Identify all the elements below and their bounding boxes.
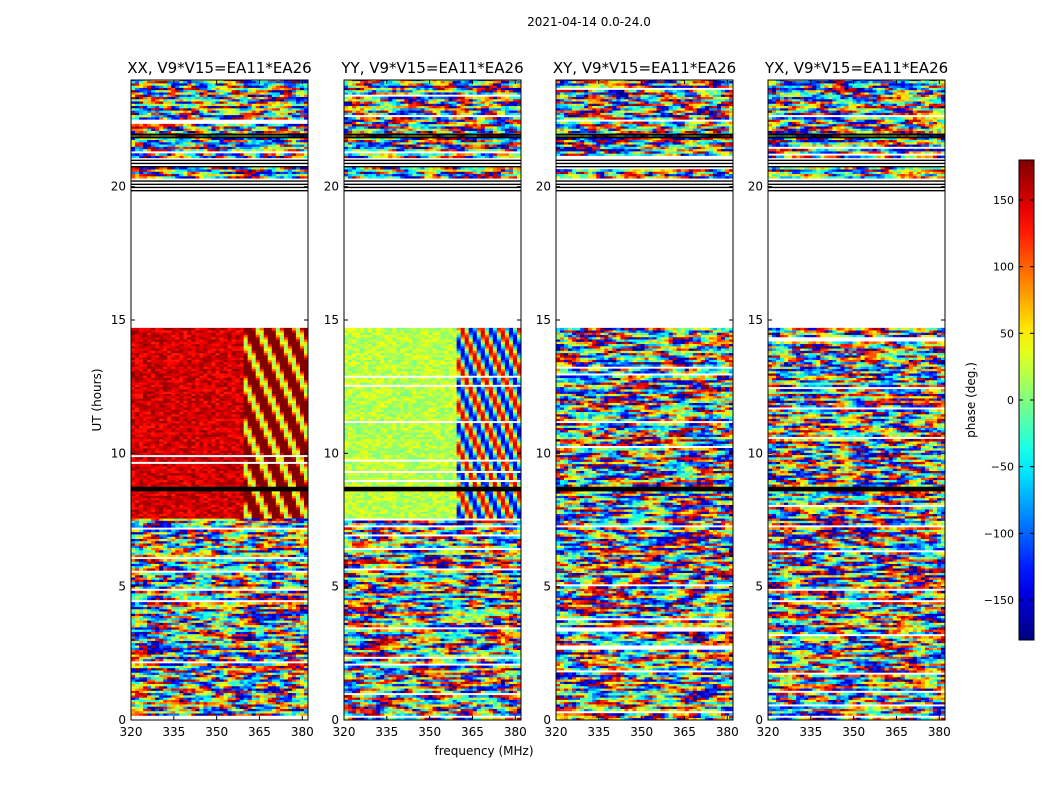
x-tick-label: 365 (248, 725, 271, 739)
y-tick-label: 10 (324, 446, 339, 460)
panel-title: YX, V9*V15=EA11*EA26 (764, 59, 948, 77)
y-tick-label: 20 (748, 180, 763, 194)
x-tick-label: 380 (716, 725, 739, 739)
y-tick-label: 10 (111, 446, 126, 460)
y-tick-label: 20 (536, 180, 551, 194)
panel-yy: YY, V9*V15=EA11*EA26 320 335 350 365 380 0 5 10 1… (324, 59, 527, 739)
x-axis-label: frequency (MHz) (434, 744, 533, 758)
panel-yx: YX, V9*V15=EA11*EA26 320 335 350 365 380 0 5 10 1… (748, 59, 951, 739)
phase-image (344, 80, 521, 720)
panel-xy: XY, V9*V15=EA11*EA26 320 335 350 365 380 0 5 10 1… (536, 59, 739, 739)
y-tick-label: 15 (748, 313, 763, 327)
panel-xx: XX, V9*V15=EA11*EA26 320 335 350 365 380 0 5 10 1… (111, 59, 314, 739)
y-tick-label: 20 (111, 180, 126, 194)
x-tick-label: 335 (162, 725, 185, 739)
y-tick-label: 20 (324, 180, 339, 194)
y-tick-label: 5 (543, 580, 551, 594)
y-tick-label: 15 (324, 313, 339, 327)
panel-title: YY, V9*V15=EA11*EA26 (340, 59, 523, 77)
panel-title: XY, V9*V15=EA11*EA26 (553, 59, 736, 77)
figure-suptitle: 2021-04-14 0.0-24.0 (527, 15, 651, 29)
colorbar-tick-label: −100 (984, 527, 1014, 540)
x-tick-label: 320 (333, 725, 356, 739)
colorbar-tick-label: 150 (993, 194, 1014, 207)
axes-frame (343, 79, 522, 721)
x-tick-label: 365 (673, 725, 696, 739)
panel-title: XX, V9*V15=EA11*EA26 (127, 59, 311, 77)
colorbar-tick-label: 100 (993, 261, 1014, 274)
y-tick-label: 10 (536, 446, 551, 460)
y-tick-label: 5 (755, 580, 763, 594)
panels-group: XX, V9*V15=EA11*EA26 320 335 350 365 380 0 5 10 1… (111, 59, 951, 739)
y-axis-label: UT (hours) (90, 368, 104, 431)
y-tick-label: 15 (111, 313, 126, 327)
x-tick-label: 365 (461, 725, 484, 739)
axes-frame (555, 79, 734, 721)
x-tick-label: 350 (842, 725, 865, 739)
y-tick-label: 10 (748, 446, 763, 460)
x-tick-label: 320 (120, 725, 143, 739)
phase-image (556, 80, 733, 720)
x-tick-label: 335 (375, 725, 398, 739)
colorbar-label: phase (deg.) (964, 362, 978, 438)
y-tick-label: 15 (536, 313, 551, 327)
x-tick-label: 335 (587, 725, 610, 739)
y-tick-label: 0 (118, 713, 126, 727)
x-tick-label: 380 (291, 725, 314, 739)
x-tick-label: 380 (928, 725, 951, 739)
colorbar-tick-label: −150 (984, 594, 1014, 607)
phase-image (131, 80, 308, 720)
phase-image (768, 80, 945, 720)
x-tick-label: 365 (885, 725, 908, 739)
x-tick-label: 350 (630, 725, 653, 739)
axes-frame (767, 79, 946, 721)
x-tick-label: 320 (757, 725, 780, 739)
x-tick-label: 380 (504, 725, 527, 739)
x-tick-label: 335 (799, 725, 822, 739)
x-tick-label: 350 (418, 725, 441, 739)
y-tick-label: 0 (543, 713, 551, 727)
x-tick-label: 320 (545, 725, 568, 739)
axes-frame (130, 79, 309, 721)
colorbar-tick-label: 50 (1000, 327, 1014, 340)
x-tick-label: 350 (205, 725, 228, 739)
colorbar: 150 100 50 0 −50 −100 −150 (984, 159, 1035, 641)
colorbar-tick-label: −50 (991, 461, 1014, 474)
y-tick-label: 5 (331, 580, 339, 594)
y-tick-label: 5 (118, 580, 126, 594)
y-tick-label: 0 (331, 713, 339, 727)
colorbar-tick-label: 0 (1007, 394, 1014, 407)
y-tick-label: 0 (755, 713, 763, 727)
